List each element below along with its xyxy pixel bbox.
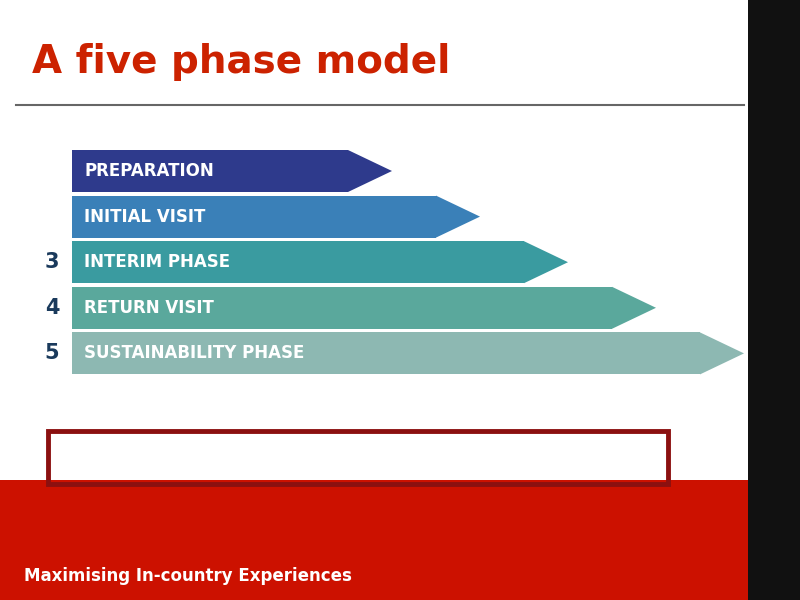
Text: RETURN VISIT: RETURN VISIT [84, 299, 214, 317]
FancyBboxPatch shape [72, 332, 700, 374]
Text: INTERIM PHASE: INTERIM PHASE [84, 253, 230, 271]
Polygon shape [524, 241, 568, 283]
Text: 5: 5 [45, 343, 59, 364]
FancyBboxPatch shape [72, 241, 524, 283]
Text: 2: 2 [45, 206, 59, 227]
Text: 4: 4 [45, 298, 59, 318]
Text: INITIAL VISIT: INITIAL VISIT [84, 208, 206, 226]
Text: Maximising In-country Experiences: Maximising In-country Experiences [24, 567, 352, 585]
Polygon shape [700, 332, 744, 374]
Text: SUSTAINABILITY PHASE: SUSTAINABILITY PHASE [84, 344, 304, 362]
Text: 3: 3 [45, 252, 59, 272]
Polygon shape [348, 150, 392, 192]
Polygon shape [436, 196, 480, 238]
FancyBboxPatch shape [72, 287, 612, 329]
FancyBboxPatch shape [0, 480, 800, 600]
Text: PREPARATION: PREPARATION [84, 162, 214, 180]
FancyBboxPatch shape [748, 0, 800, 600]
Text: A five phase model: A five phase model [32, 43, 450, 81]
Text: 1: 1 [45, 161, 59, 181]
FancyBboxPatch shape [72, 196, 436, 238]
FancyBboxPatch shape [72, 150, 348, 192]
Polygon shape [612, 287, 656, 329]
